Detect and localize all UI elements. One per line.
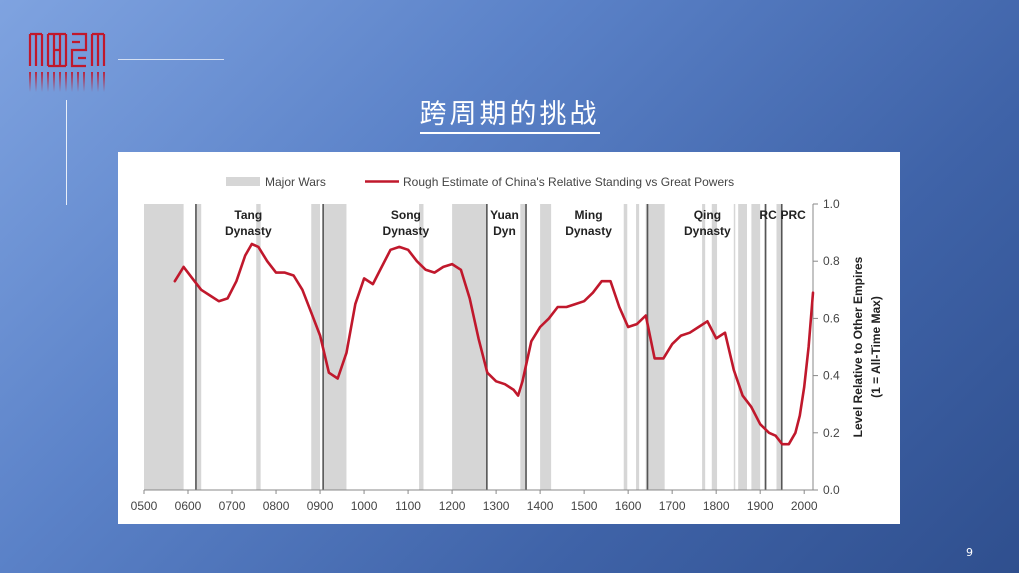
war-band-5 [419, 204, 424, 490]
war-band-3 [311, 204, 321, 490]
y-tick-label-2: 0.4 [823, 369, 840, 383]
slide-title: 跨周期的挑战 [0, 92, 1019, 134]
war-band-14 [733, 204, 736, 490]
dynasty-label-1: Song [391, 208, 421, 222]
legend-war-label: Major Wars [265, 175, 326, 189]
legend-war-swatch [226, 177, 260, 186]
war-band-10 [636, 204, 640, 490]
y-tick-label-1: 0.2 [823, 426, 840, 440]
y-axis-title: Level Relative to Other Empires [851, 256, 865, 437]
slide-title-text: 跨周期的挑战 [419, 99, 600, 134]
series-line-0 [173, 242, 815, 446]
war-band-9 [623, 204, 628, 490]
x-tick-label-2: 0700 [219, 499, 246, 513]
brand-logo [28, 32, 106, 92]
war-band-1 [195, 204, 202, 490]
war-band-18 [776, 204, 783, 490]
dynasty-label-3: Ming [575, 208, 603, 222]
chart-svg: Tang Dynasty Song Dynasty Yuan Dyn Ming Dynasty… [131, 175, 883, 513]
war-band-11 [645, 204, 665, 490]
dynasty-label2-0: Dynasty [225, 224, 272, 238]
war-band-12 [702, 204, 706, 490]
x-tick-label-11: 1600 [615, 499, 642, 513]
y-axis-subtitle: (1 = All-Time Max) [869, 296, 883, 398]
dynasty-label-6: PRC [781, 208, 807, 222]
side-accent-line [66, 100, 67, 205]
y-tick-label-5: 1.0 [823, 197, 840, 211]
war-band-7 [520, 204, 527, 490]
x-tick-label-14: 1900 [747, 499, 774, 513]
chart-panel: Tang Dynasty Song Dynasty Yuan Dyn Ming Dynasty… [118, 152, 900, 524]
x-tick-label-10: 1500 [571, 499, 598, 513]
war-band-0 [144, 204, 184, 490]
war-band-2 [256, 204, 261, 490]
x-tick-label-15: 2000 [791, 499, 818, 513]
y-tick-label-0: 0.0 [823, 483, 840, 497]
x-tick-label-1: 0600 [175, 499, 202, 513]
y-tick-label-4: 0.8 [823, 254, 840, 268]
x-tick-label-6: 1100 [395, 499, 421, 513]
war-band-4 [323, 204, 347, 490]
dynasty-label2-1: Dynasty [383, 224, 430, 238]
page-number: 9 [966, 546, 973, 559]
dynasty-label-5: RC [759, 208, 777, 222]
legend-line-label: Rough Estimate of China's Relative Stand… [403, 175, 734, 189]
dynasty-label-0: Tang [234, 208, 262, 222]
war-band-16 [751, 204, 761, 490]
x-tick-label-8: 1300 [483, 499, 510, 513]
x-tick-label-3: 0800 [263, 499, 290, 513]
dynasty-label2-4: Dynasty [684, 224, 731, 238]
x-tick-label-0: 0500 [131, 499, 158, 513]
x-tick-label-13: 1800 [703, 499, 730, 513]
dynasty-label2-2: Dyn [493, 224, 516, 238]
dynasty-label2-3: Dynasty [565, 224, 612, 238]
dynasty-label-2: Yuan [490, 208, 519, 222]
x-tick-label-9: 1400 [527, 499, 554, 513]
x-tick-label-7: 1200 [439, 499, 466, 513]
war-band-13 [711, 204, 718, 490]
war-band-15 [738, 204, 747, 490]
logo-divider [118, 59, 224, 60]
x-tick-label-4: 0900 [307, 499, 334, 513]
war-band-8 [540, 204, 552, 490]
y-tick-label-3: 0.6 [823, 311, 840, 325]
dynasty-label-4: Qing [694, 208, 721, 222]
x-tick-label-5: 1000 [351, 499, 378, 513]
x-tick-label-12: 1700 [659, 499, 686, 513]
